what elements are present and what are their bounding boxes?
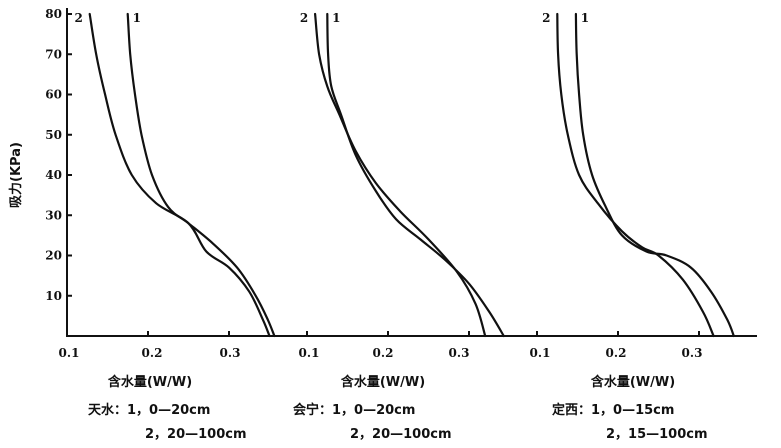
x-tick-label: 0.2 (606, 346, 627, 360)
series-label-1: 1 (332, 11, 340, 25)
y-tick-label: 40 (45, 168, 62, 182)
series-line-2 (556, 12, 715, 338)
chart-panel: 0.1 0.2 0.3 1 2 含水量(W/W) 会宁：1，0—20cm 2，20—100cm (293, 11, 505, 442)
x-axis-label: 含水量(W/W) (340, 374, 425, 390)
y-axis-label: 吸力(KPa) (8, 142, 24, 208)
x-tick-label: 0.2 (142, 346, 163, 360)
series-label-2: 2 (75, 11, 83, 25)
chart-panel: 0.1 0.2 0.3 1 2 含水量(W/W) 定西：1，0—15cm 2，15—100cm (530, 11, 735, 442)
x-tick-label: 0.3 (220, 346, 241, 360)
series-label-2: 2 (542, 11, 550, 25)
series-line-2 (314, 12, 487, 338)
series-label-1: 1 (581, 11, 589, 25)
y-tick-label: 50 (45, 128, 62, 142)
y-tick-label: 70 (45, 47, 62, 61)
y-tick-label: 10 (45, 289, 62, 303)
y-tick-label: 60 (45, 88, 62, 102)
x-tick-label: 0.1 (530, 346, 551, 360)
series-label-2: 2 (300, 11, 308, 25)
series-label-1: 1 (133, 11, 141, 25)
series-line-1 (326, 12, 505, 338)
panel-caption-line2: 2，20—100cm (145, 427, 247, 442)
chart-panels: 0.1 0.2 0.3 1 2 含水量(W/W) 天水：1，0—20cm 2，20—100cm… (59, 11, 757, 442)
series-line-2 (88, 12, 271, 338)
x-tick-label: 0.1 (59, 346, 80, 360)
panel-caption-line1: 天水：1，0—20cm (88, 402, 210, 418)
panel-caption-line1: 定西：1，0—15cm (551, 402, 674, 418)
x-tick-label: 0.3 (682, 346, 703, 360)
series-line-1 (126, 12, 276, 338)
x-tick-label: 0.1 (299, 346, 320, 360)
panel-caption-line2: 2，15—100cm (606, 427, 708, 442)
y-tick-label: 80 (45, 7, 62, 21)
series-line-1 (574, 12, 735, 338)
y-axis: 10 20 30 40 50 60 70 80 (45, 7, 72, 337)
x-tick-label: 0.2 (373, 346, 394, 360)
chart-panel: 0.1 0.2 0.3 1 2 含水量(W/W) 天水：1，0—20cm 2，20—100cm (59, 11, 276, 442)
x-axis-label: 含水量(W/W) (107, 374, 192, 390)
y-tick-label: 20 (45, 249, 62, 263)
x-tick-label: 0.3 (449, 346, 470, 360)
panel-caption-line1: 会宁：1，0—20cm (293, 402, 415, 418)
panel-caption-line2: 2，20—100cm (350, 427, 452, 442)
y-tick-label: 30 (45, 208, 62, 222)
x-axis-label: 含水量(W/W) (590, 374, 675, 390)
